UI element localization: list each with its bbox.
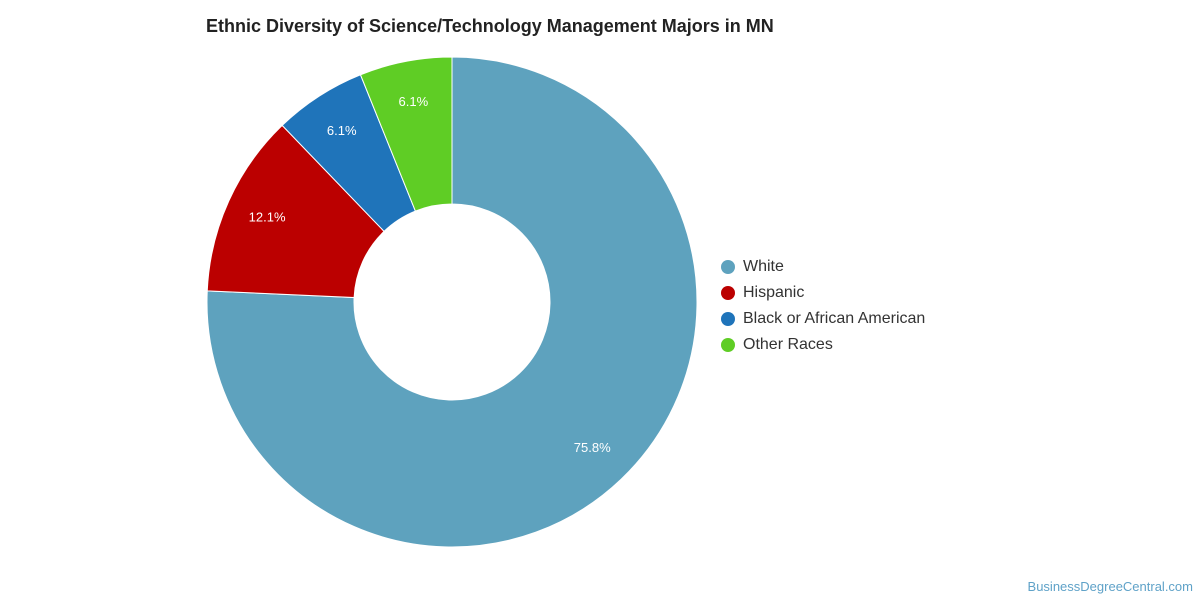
data-label-other-races: 6.1% <box>399 94 429 109</box>
legend-label: White <box>743 258 784 275</box>
data-label-hispanic: 12.1% <box>249 210 286 225</box>
legend-label: Hispanic <box>743 284 805 301</box>
slice-hispanic[interactable] <box>206 124 385 299</box>
legend-label: Other Races <box>743 336 833 353</box>
chart-title: Ethnic Diversity of Science/Technology M… <box>206 16 774 36</box>
legend-swatch-icon <box>721 286 735 300</box>
legend-swatch-icon <box>721 260 735 274</box>
data-label-white: 75.8% <box>574 440 611 455</box>
slice-white[interactable] <box>206 56 698 548</box>
watermark-credit: BusinessDegreeCentral.com <box>1027 579 1193 594</box>
data-label-black-or-african-american: 6.1% <box>327 123 357 138</box>
legend-swatch-icon <box>721 338 735 352</box>
legend-label: Black or African American <box>743 310 926 327</box>
legend-swatch-icon <box>721 312 735 326</box>
legend-item-other-races[interactable]: Other Races <box>721 332 925 358</box>
legend-item-hispanic[interactable]: Hispanic <box>721 280 925 306</box>
chart-legend: White Hispanic Black or African American Ot… <box>721 254 925 358</box>
slice-other-races[interactable] <box>359 56 453 212</box>
legend-item-black-or-african-american[interactable]: Black or African American <box>721 306 925 332</box>
legend-item-white[interactable]: White <box>721 254 925 280</box>
